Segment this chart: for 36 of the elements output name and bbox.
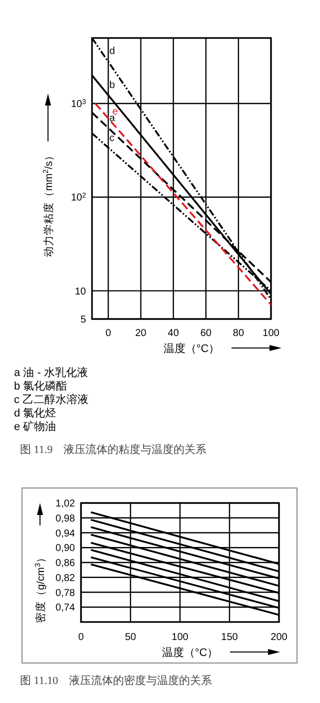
x-axis-title: 温度（°C） — [163, 342, 220, 355]
y-tick-label: 0,82 — [56, 572, 76, 584]
x-tick-label: 40 — [168, 328, 180, 339]
series-label: a — [109, 113, 116, 124]
y-tick-label: 0,98 — [56, 513, 76, 524]
y-tick-label: 0,74 — [56, 602, 76, 614]
x-tick-label: 150 — [221, 632, 238, 643]
x-tick-label: 60 — [200, 328, 212, 339]
text: 图 11.9 液压流体的粘度与温度的关系 — [20, 443, 207, 456]
text: e 矿物油 — [14, 420, 56, 433]
y-tick-label: 0,78 — [56, 588, 76, 599]
text: c 乙二醇水溶液 — [14, 393, 89, 406]
y-tick-label: 10 — [74, 286, 86, 298]
text: a 油 - 水乳化液 — [14, 366, 88, 379]
x-tick-label: 0 — [105, 328, 112, 339]
series-label: d — [109, 46, 115, 57]
text: d 氯化烃 — [14, 408, 56, 420]
y-tick-label: 10$^{3}$ — [70, 98, 86, 110]
y-tick-label: 1,02 — [56, 498, 76, 510]
series-label: c — [109, 132, 114, 144]
x-tick-label: 50 — [124, 632, 136, 643]
text: b 氯化磷酯 — [14, 380, 68, 392]
y-tick-label: 0,90 — [56, 543, 76, 554]
x-tick-label: 100 — [172, 632, 189, 643]
series-label: b — [109, 80, 116, 91]
x-tick-label: 100 — [262, 328, 280, 339]
y-tick-label: 0,94 — [56, 528, 76, 540]
x-tick-label: 200 — [270, 632, 288, 643]
y-tick-label: 0,86 — [56, 558, 76, 569]
x-tick-label: 80 — [232, 328, 244, 339]
x-tick-label: 0 — [78, 632, 84, 643]
x-tick-label: 20 — [135, 328, 147, 339]
text: 图 11.10 液压流体的密度与温度的关系 — [20, 674, 212, 687]
y-tick-label: 5 — [80, 314, 86, 326]
y-tick-label: 10$^{2}$ — [70, 192, 86, 204]
x-axis-title: 温度（°C） — [162, 646, 218, 659]
